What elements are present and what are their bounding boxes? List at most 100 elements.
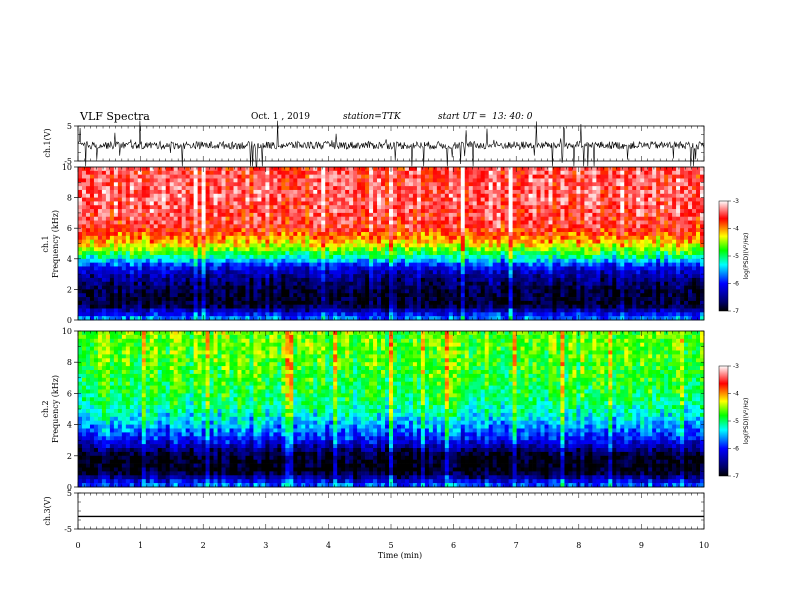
ch1-spectrogram-cell (484, 178, 490, 183)
ch1-spectrogram-cell (165, 220, 171, 225)
ch1-spectrogram-cell (556, 251, 561, 256)
ch1-spectrogram-cell (608, 224, 613, 229)
ch1-spectrogram-cell (205, 239, 210, 244)
ch1-spectrogram-cell (137, 235, 143, 241)
ch1-spectrogram-cell (468, 235, 474, 241)
ch1-spectrogram-cell (145, 182, 151, 187)
ch1-spectrogram-cell (692, 270, 697, 275)
ch1-spectrogram-cell (101, 174, 107, 179)
ch1-spectrogram-cell (548, 270, 553, 275)
ch1-spectrogram-cell (361, 270, 366, 275)
ch1-spectrogram-cell (297, 251, 302, 256)
ch1-spectrogram-cell (392, 262, 398, 267)
ch1-spectrogram-cell (572, 258, 577, 263)
ch1-spectrogram-cell (580, 212, 585, 218)
ch1-spectrogram-cell (317, 174, 322, 179)
ch1-spectrogram-cell (464, 232, 470, 237)
ch1-spectrogram-cell (616, 170, 621, 175)
ch1-spectrogram-cell (193, 262, 198, 267)
ch1-spectrogram-cell (129, 232, 135, 237)
ch1-spectrogram-cell (552, 232, 557, 237)
ch1-spectrogram-cell (181, 201, 187, 206)
ch1-spectrogram-cell (668, 170, 673, 175)
ch1-spectrogram-cell (660, 193, 665, 198)
ch1-spectrogram-cell (305, 258, 310, 263)
ch1-spectrogram-cell (249, 254, 254, 260)
ch1-spectrogram-cell (385, 277, 390, 283)
ch1-spectrogram-cell (660, 216, 665, 221)
ch1-spectrogram-cell (560, 178, 565, 183)
ch1-spectrogram-cell (436, 243, 442, 248)
ch1-spectrogram-cell (353, 174, 358, 179)
ch1-spectrogram-cell (345, 189, 350, 195)
ch1-spectrogram-cell (680, 220, 685, 225)
ch1-spectrogram-cell (341, 220, 346, 225)
ch1-spectrogram-cell (117, 186, 123, 191)
ch1-spectrogram-cell (612, 254, 617, 260)
ch1-spectrogram-cell (141, 258, 147, 263)
ch1-spectrogram-cell (528, 193, 533, 198)
ch1-spectrogram-cell (508, 228, 513, 233)
ch1-spectrogram-cell (97, 182, 103, 187)
ch1-spectrogram-cell (612, 243, 617, 248)
ch1-spectrogram-cell (508, 247, 513, 252)
ch1-spectrogram-cell (197, 224, 202, 229)
ch1-spectrogram-cell (616, 212, 621, 218)
ch1-spectrogram-cell (217, 197, 222, 202)
ch1-spectrogram-cell (297, 186, 302, 191)
ch1-spectrogram-cell (349, 235, 354, 241)
ch1-spectrogram-cell (181, 243, 187, 248)
ch1-spectrogram-cell (185, 216, 190, 221)
ch1-spectrogram-cell (113, 277, 119, 283)
ch1-spectrogram-cell (588, 205, 593, 210)
ch1-spectrogram-cell (476, 193, 482, 198)
ch1-spectrogram-cell (345, 205, 350, 210)
ch1-spectrogram-cell (349, 285, 354, 290)
ch1-spectrogram-cell (476, 186, 482, 191)
ch1-spectrogram-cell (281, 258, 286, 263)
ch1-spectrogram-cell (209, 205, 214, 210)
ch1-spectrogram-cell (680, 270, 685, 275)
ch1-spectrogram-cell (416, 224, 422, 229)
ch1-spectrogram-cell (436, 205, 442, 210)
ch1-spectrogram-cell (321, 254, 326, 260)
ch1-spectrogram-cell (452, 189, 458, 195)
ch1-spectrogram-cell (608, 209, 613, 214)
ch1-spectrogram-cell (516, 174, 521, 179)
ch1-spectrogram-cell (321, 235, 326, 241)
ch1-spectrogram-cell (492, 235, 498, 241)
ch1-spectrogram-cell (85, 254, 91, 260)
ch1-spectrogram-cell (480, 262, 486, 267)
ch1-spectrogram-cell (78, 243, 83, 248)
ch1-spectrogram-cell (129, 220, 135, 225)
ch1-spectrogram-cell (468, 189, 474, 195)
ch1-spectrogram-cell (580, 224, 585, 229)
ch1-spectrogram-cell (78, 262, 83, 267)
ch1-spectrogram-cell (249, 258, 254, 263)
ch1-spectrogram-cell (448, 251, 454, 256)
ch1-spectrogram-cell (133, 228, 139, 233)
ch1-spectrogram-cell (504, 281, 509, 286)
ch1-spectrogram-cell (221, 186, 226, 191)
ch1-spectrogram-cell (385, 262, 390, 267)
ch1-spectrogram-cell (452, 247, 458, 252)
ch1-spectrogram-cell (472, 205, 478, 210)
ch1-spectrogram-cell (281, 270, 286, 275)
ch1-spectrogram-cell (560, 205, 565, 210)
ch1-spectrogram-cell (101, 270, 107, 275)
ch1-spectrogram-cell (377, 167, 382, 172)
ch1-spectrogram-cell (588, 220, 593, 225)
ch1-spectrogram-cell (520, 170, 525, 175)
ch1-spectrogram-cell (253, 224, 258, 229)
ch1-spectrogram-cell (432, 212, 438, 218)
ch1-spectrogram-cell (392, 274, 398, 279)
ch1-spectrogram-cell (193, 228, 198, 233)
ch1-spectrogram-cell (205, 232, 210, 237)
ch1-spectrogram-cell (684, 277, 689, 283)
ch1-spectrogram-cell (281, 170, 286, 175)
ch1-spectrogram-cell (596, 216, 601, 221)
ch1-spectrogram-cell (504, 224, 509, 229)
ch1-spectrogram-cell (245, 224, 250, 229)
ch1-spectrogram-cell (357, 170, 362, 175)
ch1-spectrogram-cell (325, 281, 330, 286)
